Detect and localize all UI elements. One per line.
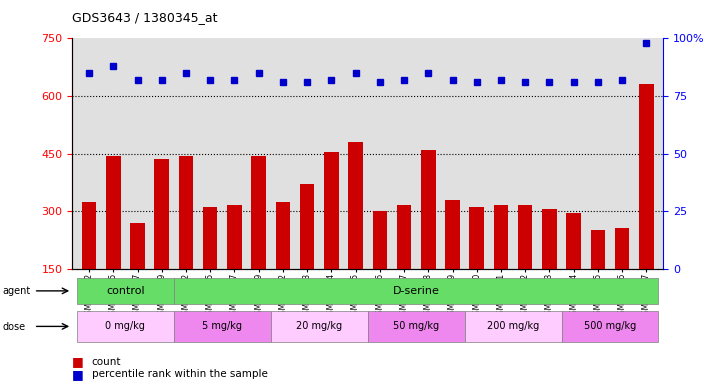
Bar xyxy=(373,211,387,326)
Bar xyxy=(271,311,368,342)
Bar xyxy=(446,200,460,326)
Bar xyxy=(174,278,658,304)
Bar xyxy=(397,205,411,326)
Text: ■: ■ xyxy=(72,368,84,381)
Bar xyxy=(542,209,557,326)
Text: ■: ■ xyxy=(72,355,84,368)
Text: dose: dose xyxy=(2,322,25,332)
Bar xyxy=(81,202,97,326)
Text: control: control xyxy=(106,286,145,296)
Bar xyxy=(106,156,120,326)
Bar xyxy=(300,184,314,326)
Bar xyxy=(275,202,290,326)
Bar xyxy=(639,84,654,326)
Bar xyxy=(494,205,508,326)
Text: percentile rank within the sample: percentile rank within the sample xyxy=(92,369,267,379)
Bar xyxy=(252,156,266,326)
Bar xyxy=(324,152,339,326)
Bar xyxy=(421,150,435,326)
Bar xyxy=(203,207,218,326)
Text: GDS3643 / 1380345_at: GDS3643 / 1380345_at xyxy=(72,12,218,25)
Bar xyxy=(567,213,581,326)
Bar xyxy=(77,311,174,342)
Text: 200 mg/kg: 200 mg/kg xyxy=(487,321,539,331)
Text: 0 mg/kg: 0 mg/kg xyxy=(105,321,146,331)
Bar xyxy=(464,311,562,342)
Bar xyxy=(154,159,169,326)
Bar xyxy=(562,311,658,342)
Bar xyxy=(179,156,193,326)
Bar xyxy=(227,205,242,326)
Bar xyxy=(469,207,484,326)
Text: 5 mg/kg: 5 mg/kg xyxy=(203,321,242,331)
Text: agent: agent xyxy=(2,286,30,296)
Text: 500 mg/kg: 500 mg/kg xyxy=(584,321,636,331)
Bar xyxy=(174,311,271,342)
Bar xyxy=(131,223,145,326)
Bar xyxy=(77,278,174,304)
Bar xyxy=(615,228,629,326)
Bar xyxy=(348,142,363,326)
Text: count: count xyxy=(92,357,121,367)
Text: D-serine: D-serine xyxy=(393,286,440,296)
Bar xyxy=(590,230,605,326)
Bar xyxy=(518,205,533,326)
Bar xyxy=(368,311,464,342)
Text: 20 mg/kg: 20 mg/kg xyxy=(296,321,342,331)
Text: 50 mg/kg: 50 mg/kg xyxy=(393,321,439,331)
